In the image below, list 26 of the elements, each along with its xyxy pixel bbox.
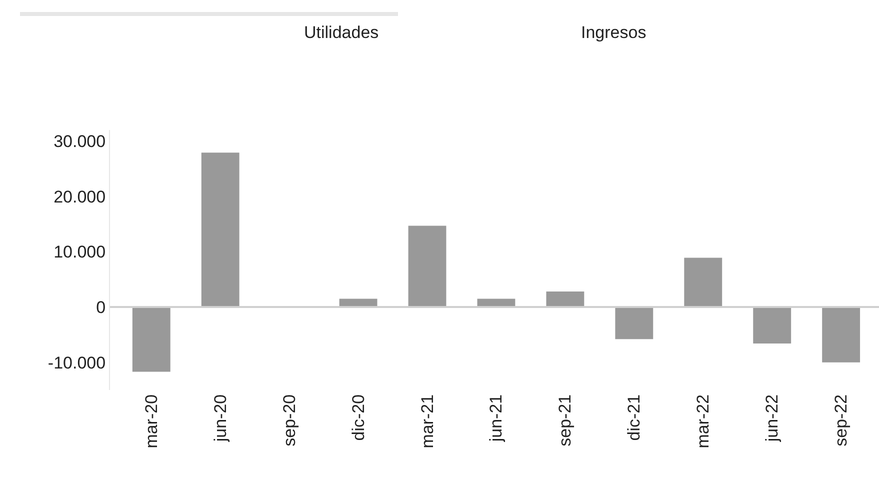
x-tick-label: sep-20 [280,394,299,446]
y-tick-label: 0 [96,298,106,317]
bar [822,307,860,362]
y-tick-label: 10.000 [54,242,106,262]
x-tick-label: mar-22 [694,394,713,448]
x-tick-label: jun-20 [210,394,230,443]
y-tick-label: 30.000 [54,132,106,152]
x-tick-label: dic-20 [348,394,368,441]
y-tick-label: 20.000 [54,187,106,206]
x-tick-label: jun-22 [762,394,782,443]
text: Utilidades [304,23,379,42]
x-tick-label: sep-22 [832,394,851,446]
bar [201,152,240,308]
x-tick-label: mar-21 [418,394,437,448]
y-tick-label: -10.000 [48,353,106,372]
text: Ingresos [581,23,646,42]
bar [753,307,792,344]
bar [684,258,722,308]
bar [615,307,654,340]
bar [132,307,170,372]
x-tick-label: sep-21 [556,394,575,446]
x-tick-label: mar-20 [142,394,161,448]
x-tick-label: jun-21 [486,394,506,443]
bar [546,292,584,308]
bar [408,226,446,308]
x-tick-label: dic-21 [624,394,644,441]
